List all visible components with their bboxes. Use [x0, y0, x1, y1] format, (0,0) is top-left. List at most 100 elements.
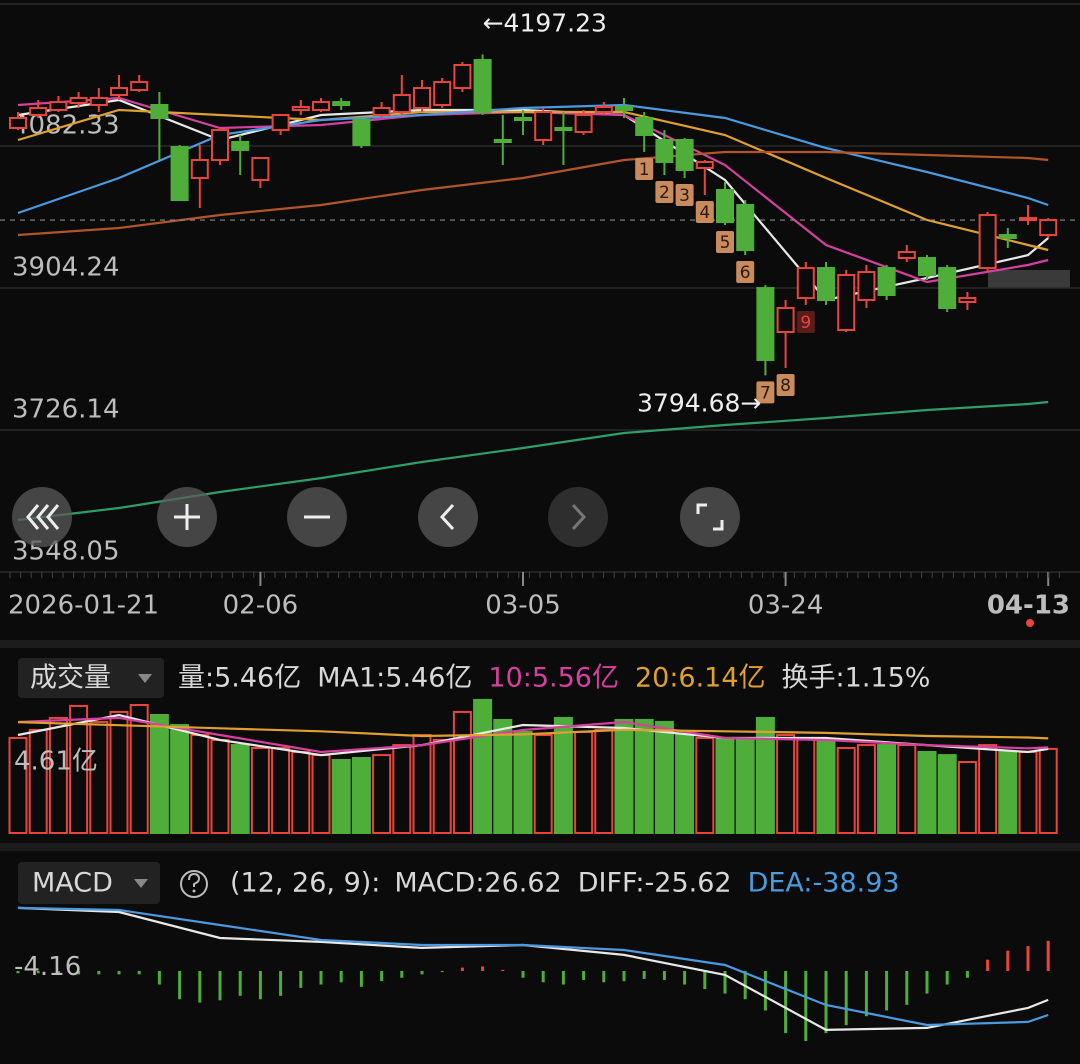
volume-stat: 20:6.14亿 [635, 663, 766, 694]
candle-body [554, 126, 573, 132]
x-tick-label: 04-13 [987, 591, 1070, 621]
candle-body [150, 104, 169, 119]
button-bg [548, 487, 608, 547]
volume-bar [715, 736, 735, 835]
y-tick-label: 3904.24 [12, 253, 120, 283]
volume-selector[interactable] [18, 658, 164, 698]
volume-bar [149, 714, 169, 835]
volume-bar [331, 758, 351, 835]
help-icon[interactable] [180, 870, 208, 898]
volume-bar [553, 716, 573, 835]
button-left[interactable] [418, 487, 478, 547]
candle-body [130, 81, 149, 92]
candle-body [736, 203, 755, 252]
volume-bar [69, 704, 89, 834]
volume-bar [957, 760, 977, 834]
td-box [776, 374, 795, 397]
candle-body [1019, 217, 1037, 222]
today-dot [1026, 619, 1034, 627]
td-label: 6 [740, 263, 751, 283]
candle-body [615, 105, 633, 112]
candle-body [211, 129, 229, 162]
button-zoom-out[interactable] [287, 487, 347, 547]
candle-body [574, 113, 593, 134]
dropdown-arrow [134, 879, 148, 888]
candle-body [938, 267, 957, 309]
volume-bar [109, 710, 129, 834]
button-zoom-in[interactable] [157, 487, 217, 547]
candle-body [231, 140, 250, 151]
y-tick-label: 4.61亿 [14, 746, 98, 776]
x-tick-label: 2026-01-21 [8, 591, 159, 621]
candle-body [857, 271, 876, 302]
annotation-high: ←4197.23 [483, 8, 607, 37]
main-panel: 4260.434082.333904.243726.143548.0512345… [0, 3, 1080, 573]
td-label: 5 [720, 233, 731, 253]
button-right[interactable] [548, 487, 608, 547]
volume-bar [250, 746, 270, 834]
volume-bar [8, 736, 28, 835]
annotation-low: 3794.68→ [637, 388, 761, 417]
help-glyph [188, 872, 201, 887]
help-dot [192, 889, 196, 893]
volume-bar [372, 754, 392, 834]
macd-stat: MACD:26.62 [394, 868, 561, 899]
volume-bar [533, 734, 553, 834]
y-tick-label: -4.16 [14, 952, 81, 982]
volume-bar [735, 736, 755, 835]
td-box [756, 381, 775, 404]
volume-bar [937, 754, 957, 834]
candle-body [897, 251, 916, 260]
volume-bar [856, 744, 876, 834]
candle-body [271, 113, 290, 132]
volume-bar [836, 746, 856, 834]
volume-bar [675, 734, 695, 834]
volume-bar [816, 738, 836, 834]
candle-body [594, 105, 613, 114]
candle-body [978, 214, 997, 270]
volume-stat: MA1:5.46亿 [317, 663, 472, 694]
y-tick-label: 3726.14 [12, 395, 120, 425]
candle-body [453, 63, 472, 90]
price-tag [988, 270, 1070, 288]
button-bg [12, 487, 72, 547]
volume-bar [978, 744, 998, 834]
line [17, 150, 1049, 237]
volume-stat: 10:5.56亿 [488, 663, 619, 694]
td-label: 8 [780, 376, 791, 396]
separator [0, 640, 1080, 648]
candle-body [675, 139, 694, 171]
button-scroll-start[interactable] [12, 487, 72, 547]
candle-body [291, 105, 310, 112]
td-box [796, 310, 815, 333]
candle-body [110, 87, 128, 97]
macd-title: MACD [32, 868, 113, 899]
x-tick-label: 03-24 [748, 591, 824, 621]
x-axis: 2026-01-21 02-06 03-05 03-24 04-13 [8, 572, 1070, 621]
candle-body [796, 267, 815, 300]
candle-body [312, 101, 330, 112]
candle-body [534, 111, 553, 142]
candle-body [170, 146, 189, 202]
button-fullscreen[interactable] [680, 487, 740, 547]
line [17, 103, 1049, 215]
volume-bar [755, 716, 775, 835]
icon [571, 503, 587, 531]
candle-body [877, 267, 896, 296]
volume-bar [776, 734, 796, 834]
volume-bar [493, 718, 513, 834]
volume-panel: 量:5.46亿 MA1:5.46亿 10:5.56亿 20:6.14亿 换手:1.15%… [8, 663, 1058, 835]
candle-body [251, 157, 270, 182]
candle-body [635, 116, 654, 136]
macd-selector[interactable] [18, 862, 160, 904]
candle-body [190, 159, 209, 180]
td-box [635, 157, 654, 180]
volume-bar [695, 736, 715, 835]
candle-body [372, 107, 391, 116]
volume-bar [614, 718, 634, 834]
volume-stat: 换手:1.15% [782, 663, 931, 694]
candle-body [29, 107, 48, 116]
volume-bar [351, 756, 371, 834]
